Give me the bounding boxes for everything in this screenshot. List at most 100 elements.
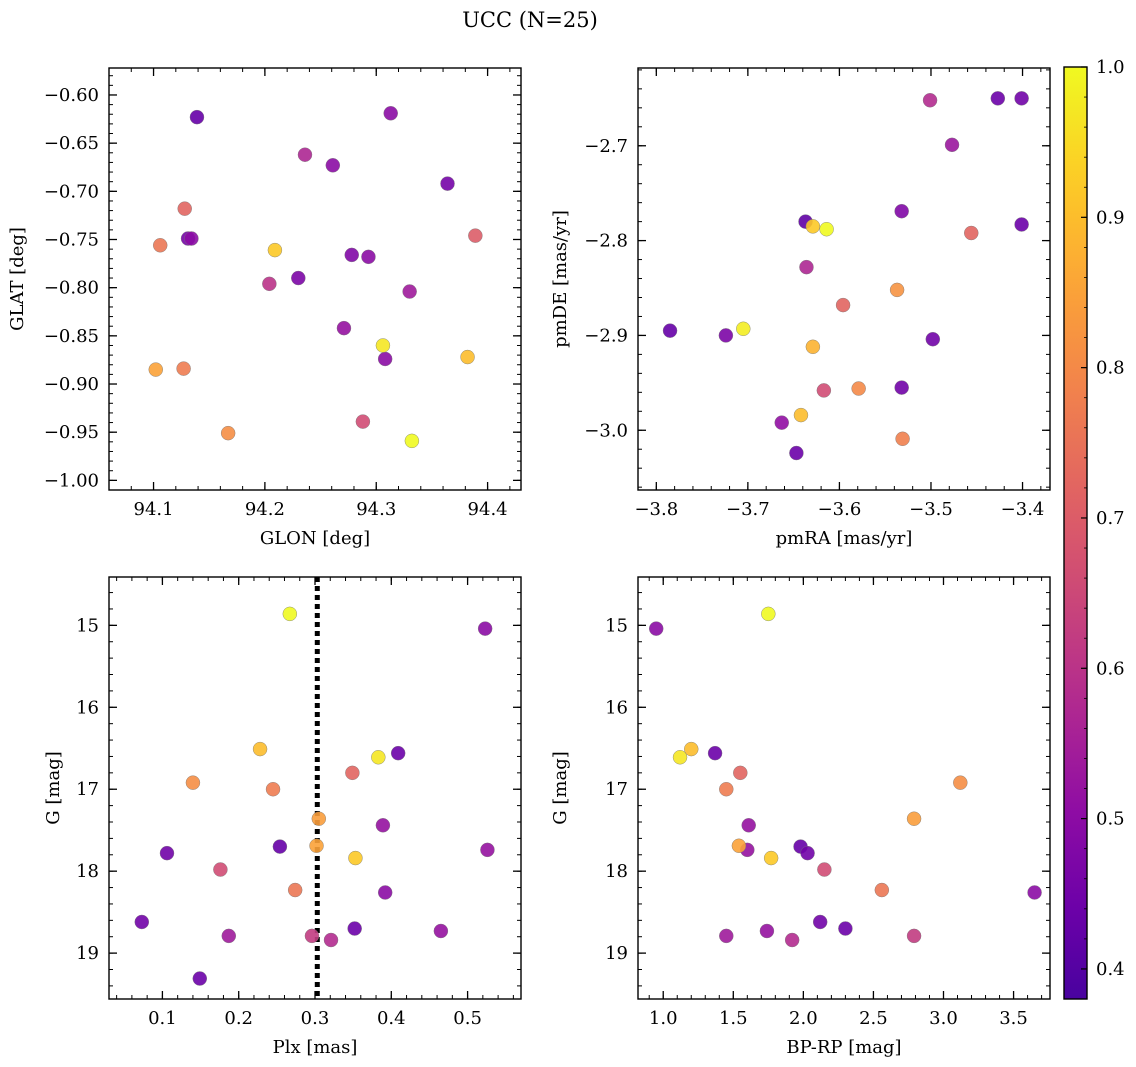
data-point [344, 247, 359, 263]
data-point [684, 741, 699, 757]
data-point [177, 201, 192, 216]
data-point [185, 775, 201, 790]
y-tick-label: −0.65 [44, 133, 99, 154]
panel-plx-g: 0.1 0.2 0.3 0.4 0.5 15 16 17 18 19 Plx [mas] G [mag… [43, 576, 522, 1058]
x-tick-label: −3.8 [634, 499, 678, 520]
y-tick-label: 19 [605, 943, 628, 964]
y-tick-label: −2.7 [584, 136, 628, 157]
data-point [159, 845, 175, 861]
data-point [817, 862, 832, 877]
data-point [925, 332, 941, 347]
data-point [895, 431, 910, 446]
data-point [741, 818, 756, 833]
data-point [851, 381, 866, 396]
data-point [347, 921, 362, 936]
data-point [355, 414, 371, 429]
axes-frame [637, 67, 1051, 491]
x-tick-label: −3.5 [909, 499, 953, 520]
data-point [906, 811, 922, 826]
y-tick-label: 17 [76, 779, 99, 800]
data-point [1027, 885, 1042, 900]
data-point [361, 249, 376, 265]
data-point [252, 741, 268, 757]
scatter-panels: 94.1 94.2 94.3 94.4 −1.00 −0.95 −0.90 −0.85 −0.8… [7, 67, 1051, 1058]
x-tick-label: −3.7 [726, 499, 770, 520]
x-tick-label: −3.6 [818, 499, 862, 520]
data-point [323, 932, 339, 948]
x-tick-label: 0.1 [148, 1008, 177, 1029]
data-point [153, 238, 168, 253]
data-point [460, 349, 475, 365]
data-point [304, 928, 320, 944]
data-point [662, 323, 678, 338]
data-point [440, 176, 455, 191]
panel-pmra-pmde: −3.8 −3.7 −3.6 −3.5 −3.4 −3.0 −2.9 −2.8 −2.7 pmRA… [550, 67, 1051, 549]
data-point [287, 882, 303, 898]
figure-title: UCC (N=25) [462, 8, 598, 32]
data-point [375, 338, 391, 353]
x-tick-label: 94.1 [134, 499, 174, 520]
data-point [731, 838, 747, 853]
y-tick-label: 19 [76, 943, 99, 964]
data-point [990, 91, 1006, 106]
data-point [1014, 217, 1029, 232]
x-axis-label: pmRA [mas/yr] [776, 528, 913, 549]
axes-frame [108, 67, 522, 491]
y-axis-label: G [mag] [43, 751, 64, 824]
y-tick-label: 15 [76, 615, 99, 636]
data-point [377, 885, 393, 900]
colorbar: 0.4 0.5 0.6 0.7 0.8 0.9 1.0 [1063, 57, 1125, 1000]
x-tick-label: 0.2 [224, 1008, 253, 1029]
y-tick-label: 18 [76, 861, 99, 882]
y-tick-label: −0.95 [44, 422, 99, 443]
y-tick-label: −0.70 [44, 181, 99, 202]
data-point [267, 242, 283, 258]
x-tick-label: −3.4 [1001, 499, 1045, 520]
x-tick-label: 0.5 [453, 1008, 482, 1029]
data-point [192, 971, 207, 986]
axes-frame [108, 576, 522, 1000]
x-tick-label: 1.5 [719, 1008, 748, 1029]
y-axis-label: G [mag] [550, 751, 571, 824]
data-point [184, 231, 199, 246]
data-point [793, 407, 809, 423]
data-point [894, 380, 909, 395]
data-point [134, 914, 150, 930]
minor-ticks [108, 68, 521, 490]
colorbar-gradient [1064, 67, 1087, 999]
data-point [282, 606, 298, 622]
x-axis-label: GLON [deg] [260, 528, 370, 549]
data-point [763, 850, 779, 866]
data-point [433, 923, 449, 939]
data-point [345, 765, 360, 781]
minor-ticks [638, 577, 1050, 999]
data-point [906, 928, 922, 944]
data-point [718, 328, 734, 343]
data-point [707, 745, 723, 761]
data-point [805, 219, 821, 234]
data-point [297, 147, 313, 162]
y-tick-label: 16 [605, 697, 628, 718]
data-point [383, 106, 398, 121]
y-axis-label: pmDE [mas/yr] [550, 210, 571, 348]
panel-bprp-g: 1.0 1.5 2.0 2.5 3.0 3.5 15 16 17 18 19 BP-RP [mag] G… [550, 576, 1051, 1058]
y-tick-label: −0.85 [44, 326, 99, 347]
data-point [221, 928, 236, 944]
data-point [272, 839, 288, 854]
data-point [838, 921, 853, 936]
data-point [477, 621, 493, 636]
data-point [944, 137, 960, 153]
colorbar-tick-label: 0.4 [1096, 959, 1125, 980]
x-tick-label: 1.0 [649, 1008, 678, 1029]
x-tick-label: 0.3 [301, 1008, 330, 1029]
data-point [812, 914, 828, 930]
data-point [953, 775, 968, 790]
data-point [761, 606, 776, 622]
data-point [291, 270, 306, 286]
colorbar-tick-label: 0.7 [1096, 508, 1125, 529]
x-tick-label: 94.2 [245, 499, 285, 520]
colorbar-tick-label: 1.0 [1096, 57, 1125, 78]
data-point [262, 276, 277, 292]
data-point [220, 425, 236, 441]
colorbar-tick-label: 0.5 [1096, 809, 1125, 830]
